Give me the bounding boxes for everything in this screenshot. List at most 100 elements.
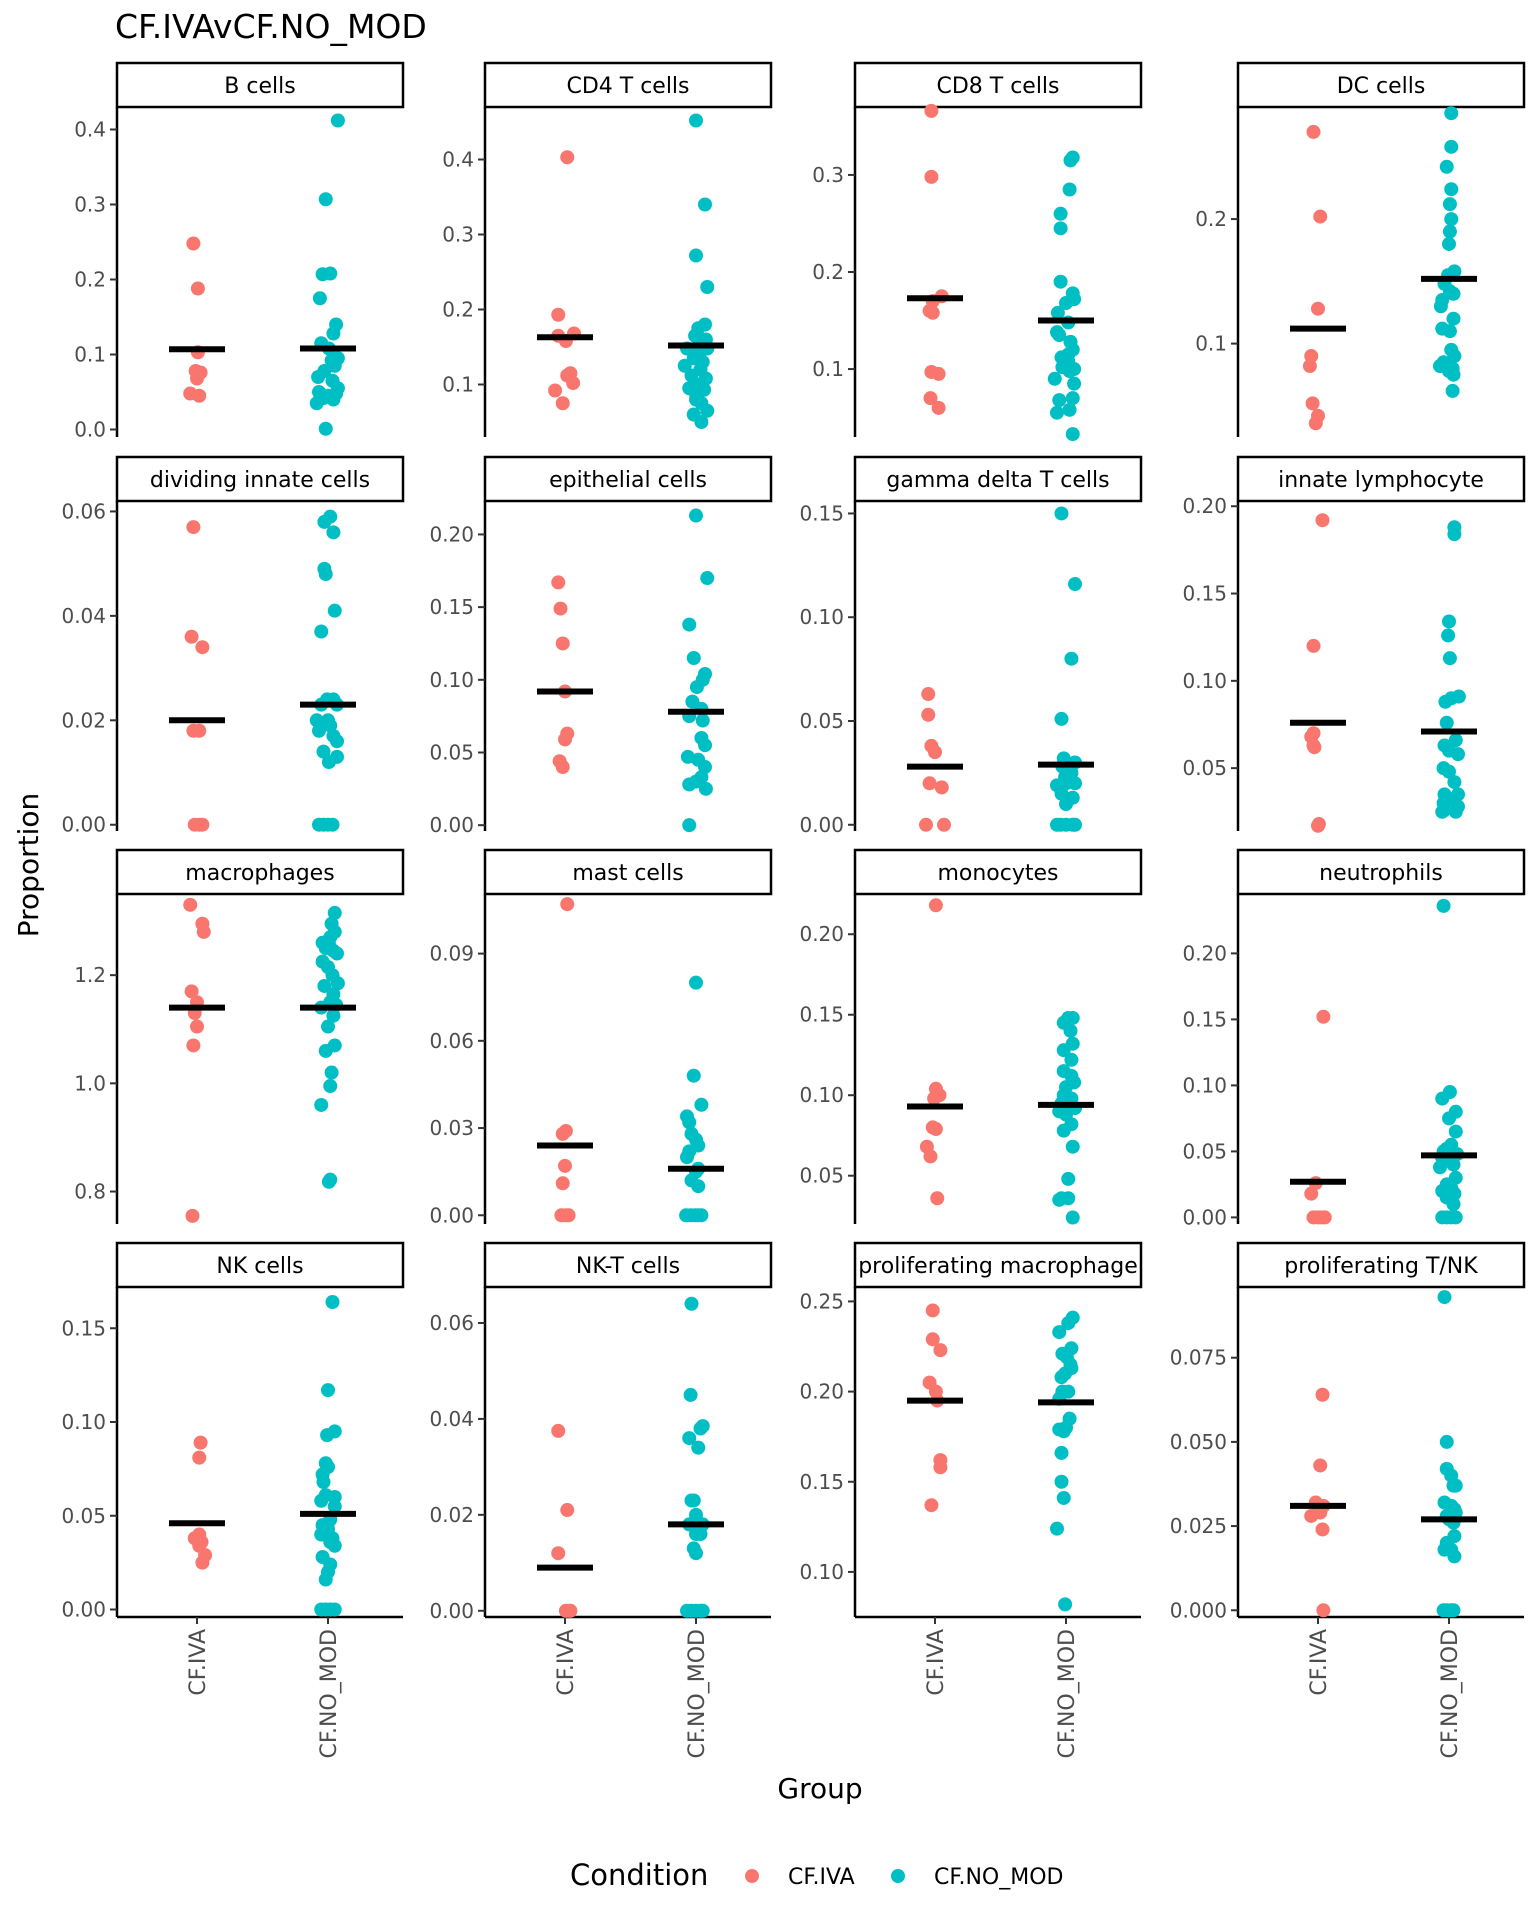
legend-title: Condition <box>570 1858 708 1892</box>
data-point <box>1304 1186 1319 1201</box>
facet-strip <box>115 1241 405 1289</box>
y-tick-label: 0.04 <box>429 1407 474 1431</box>
y-tick-label: 0.8 <box>74 1180 106 1204</box>
data-point <box>689 975 703 990</box>
data-point <box>317 978 332 993</box>
data-point <box>326 525 341 540</box>
data-point <box>698 738 712 753</box>
y-tick-label: 0.15 <box>799 1470 844 1494</box>
data-point <box>309 396 324 411</box>
data-point <box>318 421 333 436</box>
y-tick-label: 0.15 <box>799 501 844 525</box>
facet-label: neutrophils <box>1319 861 1443 886</box>
facet-label: mast cells <box>572 861 683 886</box>
data-point <box>1065 427 1080 442</box>
y-tick-label: 0.00 <box>61 813 106 837</box>
data-point <box>558 1158 572 1173</box>
data-point <box>927 1091 942 1106</box>
y-tick-label: 0.20 <box>1182 494 1227 518</box>
data-point <box>683 1387 698 1402</box>
facet-strip <box>115 61 405 109</box>
data-point <box>558 732 572 747</box>
facet-strip <box>1236 61 1526 109</box>
facet-strip <box>853 848 1143 896</box>
data-point <box>691 1440 706 1455</box>
data-point <box>326 1008 341 1023</box>
data-point <box>1444 182 1459 197</box>
data-point <box>694 1208 709 1223</box>
x-tick-label: CF.NO_MOD <box>685 1629 710 1759</box>
data-point <box>928 745 942 760</box>
y-tick-label: 0.20 <box>1182 941 1227 965</box>
facet-strip <box>1236 455 1526 503</box>
data-point <box>563 1603 578 1618</box>
data-point <box>185 1208 200 1223</box>
data-point <box>1306 124 1321 139</box>
data-point <box>934 780 949 795</box>
data-point <box>1448 733 1463 748</box>
data-point <box>1448 804 1463 819</box>
data-point <box>1053 221 1068 236</box>
y-tick-label: 0.15 <box>799 1003 844 1027</box>
data-point <box>193 1435 208 1450</box>
y-tick-label: 0.3 <box>74 193 106 217</box>
data-point <box>1307 740 1322 755</box>
facet-strip <box>853 1241 1143 1289</box>
data-point <box>1061 1191 1076 1206</box>
data-point <box>1433 1160 1447 1175</box>
data-point <box>1050 405 1064 420</box>
data-point <box>693 1527 708 1542</box>
facet-label: innate lymphocyte <box>1278 468 1484 493</box>
data-point <box>689 774 703 789</box>
data-point <box>318 1043 333 1058</box>
data-point <box>560 897 575 912</box>
data-point <box>192 388 207 403</box>
data-point <box>312 291 327 306</box>
y-tick-label: 0.15 <box>429 595 474 619</box>
y-tick-label: 0.1 <box>442 373 474 397</box>
data-point <box>933 1460 948 1475</box>
data-point <box>919 817 933 832</box>
data-point <box>933 1343 948 1358</box>
facet-label: CD4 T cells <box>566 74 689 99</box>
data-point <box>1054 1445 1069 1460</box>
y-tick-label: 0.10 <box>429 668 474 692</box>
data-point <box>330 734 344 749</box>
data-point <box>686 1493 701 1508</box>
facet-label: monocytes <box>937 861 1058 886</box>
data-point <box>330 113 345 128</box>
y-tick-label: 0.06 <box>61 499 106 523</box>
data-point <box>691 1179 706 1194</box>
data-point <box>326 392 341 407</box>
y-tick-label: 0.10 <box>61 1410 106 1434</box>
data-point <box>925 1303 940 1318</box>
data-point <box>315 267 330 282</box>
data-point <box>1056 1043 1071 1058</box>
facet-strip <box>483 455 773 503</box>
data-point <box>1441 628 1456 643</box>
y-tick-label: 0.10 <box>799 605 844 629</box>
data-point <box>1447 1549 1462 1564</box>
data-point <box>321 1019 335 1034</box>
facet-strip <box>1236 1241 1526 1289</box>
data-point <box>682 617 697 632</box>
data-point <box>196 924 211 939</box>
y-tick-label: 0.4 <box>74 118 106 142</box>
facet-strip <box>115 455 405 503</box>
data-point <box>1061 1316 1076 1331</box>
data-point <box>311 370 326 384</box>
data-point <box>680 1150 694 1165</box>
data-point <box>1064 1052 1079 1067</box>
data-point <box>555 1176 570 1191</box>
data-point <box>1068 577 1082 592</box>
data-point <box>321 755 336 770</box>
y-tick-label: 0.1 <box>1195 332 1227 356</box>
data-point <box>1062 364 1077 378</box>
data-point <box>921 707 936 722</box>
data-point <box>921 687 936 702</box>
data-point <box>327 1499 342 1514</box>
data-point <box>316 744 331 759</box>
data-point <box>1063 153 1078 168</box>
data-point <box>677 358 692 373</box>
